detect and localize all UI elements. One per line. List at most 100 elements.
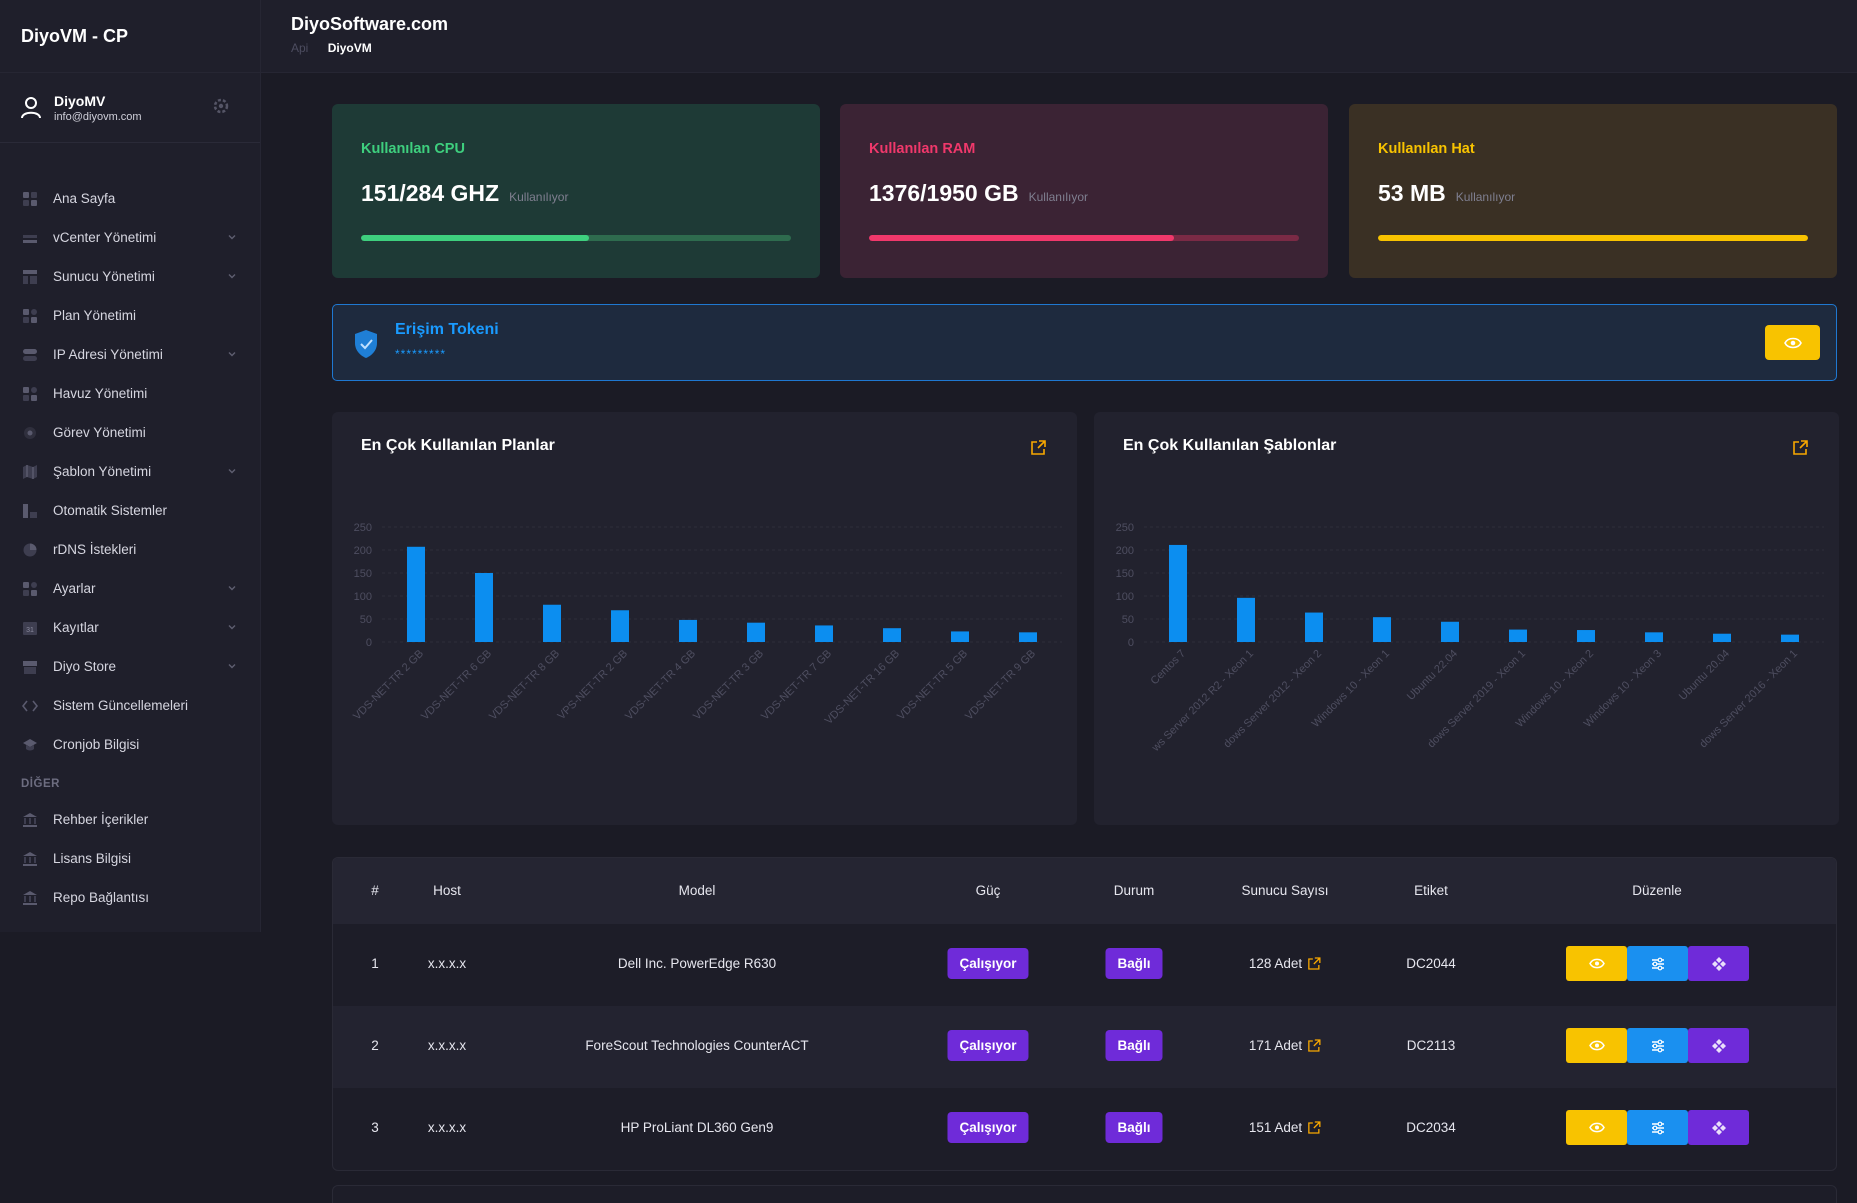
bar-vds-net-tr-2-gb[interactable]	[407, 546, 425, 642]
row-number: 1	[371, 956, 379, 971]
bar-windows-10-xeon-1[interactable]	[1373, 617, 1391, 642]
power-status-badge[interactable]: Çalışıyor	[947, 1030, 1029, 1061]
table-row: 2 x.x.x.x ForeScout Technologies CounterAC…	[333, 1006, 1836, 1088]
sidebar-item-ip-adresi-yonetimi[interactable]: IP Adresi Yönetimi	[0, 335, 260, 374]
hat-progress-bar	[1378, 235, 1808, 241]
col-host: Host	[433, 883, 461, 898]
settings-button[interactable]	[1627, 946, 1688, 981]
calendar-icon: 31	[21, 619, 38, 636]
power-status-badge[interactable]: Çalışıyor	[947, 1112, 1029, 1143]
row-number: 3	[371, 1120, 379, 1135]
sidebar-item-label: IP Adresi Yönetimi	[53, 347, 163, 362]
bar-windows-10-xeon-2[interactable]	[1577, 630, 1595, 642]
move-button[interactable]	[1688, 1110, 1749, 1145]
row-host: x.x.x.x	[427, 1038, 467, 1053]
bar-windows-server-2019-xeon-1[interactable]	[1509, 629, 1527, 642]
breadcrumb-item-api[interactable]: Api	[291, 41, 309, 55]
sidebar-item-sablon-yonetimi[interactable]: Şablon Yönetimi	[0, 452, 260, 491]
power-status-badge[interactable]: Çalışıyor	[947, 948, 1029, 979]
bar-windows-server-2012-xeon-2[interactable]	[1305, 612, 1323, 642]
access-token-panel: Erişim Tokeni *********	[332, 304, 1837, 381]
sidebar-item-lisans-bilgisi[interactable]: Lisans Bilgisi	[0, 839, 260, 878]
bar-ubuntu-22-04[interactable]	[1441, 621, 1459, 642]
bar-vds-net-tr-9-gb[interactable]	[1019, 632, 1037, 642]
table-row: 1 x.x.x.x Dell Inc. PowerEdge R630 Çalışıyo…	[333, 924, 1836, 1006]
cpu-card-title: Kullanılan CPU	[361, 141, 465, 157]
view-button[interactable]	[1566, 946, 1627, 981]
connection-status-badge[interactable]: Bağlı	[1105, 1030, 1163, 1061]
sidebar-item-cronjob-bilgisi[interactable]: Cronjob Bilgisi	[0, 725, 260, 764]
sidebar-item-diyo-store[interactable]: Diyo Store	[0, 647, 260, 686]
move-button[interactable]	[1688, 946, 1749, 981]
store-icon	[21, 658, 38, 675]
bar-vds-net-tr-8-gb[interactable]	[543, 604, 561, 642]
bar-vps-net-tr-2-gb[interactable]	[611, 610, 629, 642]
bar-vds-net-tr-6-gb[interactable]	[475, 573, 493, 642]
sidebar-item-ayarlar[interactable]: Ayarlar	[0, 569, 260, 608]
external-link-icon[interactable]	[1308, 1121, 1321, 1134]
bar-windows-server-2012-r2-xeon-1[interactable]	[1237, 597, 1255, 642]
bar-vds-net-tr-7-gb[interactable]	[815, 625, 833, 642]
sidebar-item-label: Görev Yönetimi	[53, 425, 146, 440]
sidebar-item-plan-yonetimi[interactable]: Plan Yönetimi	[0, 296, 260, 335]
x-tick-label: Ubuntu 22.04	[1405, 648, 1460, 703]
view-button[interactable]	[1566, 1110, 1627, 1145]
section-label-other: DİĞER	[21, 778, 60, 790]
cpu-card-value: 151/284 GHZ Kullanılıyor	[361, 180, 568, 207]
next-panel	[332, 1185, 1837, 1203]
grid-icon	[21, 385, 38, 402]
external-link-icon[interactable]	[1308, 957, 1321, 970]
sidebar-item-gorev-yonetimi[interactable]: Görev Yönetimi	[0, 413, 260, 452]
gear-icon[interactable]	[212, 97, 230, 115]
sidebar-item-sunucu-yonetimi[interactable]: Sunucu Yönetimi	[0, 257, 260, 296]
settings-button[interactable]	[1627, 1028, 1688, 1063]
top-plans-chart-panel: 0 50 100 150 200 250 VDS-NET-TR 2 GB VDS-NET-TR…	[332, 412, 1077, 825]
view-button[interactable]	[1566, 1028, 1627, 1063]
sidebar-item-otomatik-sistemler[interactable]: Otomatik Sistemler	[0, 491, 260, 530]
sidebar-item-ana-sayfa[interactable]: Ana Sayfa	[0, 179, 260, 218]
settings-button[interactable]	[1627, 1110, 1688, 1145]
sidebar-item-sistem-guncellemeleri[interactable]: Sistem Güncellemeleri	[0, 686, 260, 725]
row-tag: DC2044	[1406, 956, 1456, 971]
table-header: # Host Model Güç Durum Sunucu Sayısı Eti…	[333, 858, 1836, 924]
external-link-icon[interactable]	[1308, 1039, 1321, 1052]
bar-windows-server-2016-xeon-1[interactable]	[1781, 634, 1799, 642]
bar-windows-10-xeon-3[interactable]	[1645, 632, 1663, 642]
connection-status-badge[interactable]: Bağlı	[1105, 948, 1163, 979]
sidebar-item-label: Kayıtlar	[53, 620, 99, 635]
row-model: Dell Inc. PowerEdge R630	[617, 956, 777, 971]
sliders-icon	[1651, 957, 1664, 970]
brand-logo[interactable]: DiyoVM - CP	[0, 0, 260, 73]
sidebar-item-repo-baglantisi[interactable]: Repo Bağlantısı	[0, 878, 260, 917]
show-token-button[interactable]	[1765, 325, 1820, 360]
sidebar: DiyoVM - CP DiyoMV info@diyovm.com Ana S…	[0, 0, 261, 932]
bar-centos-7[interactable]	[1169, 544, 1187, 642]
bar-vds-net-tr-3-gb[interactable]	[747, 622, 765, 642]
col-number: #	[371, 883, 379, 898]
chart-icon	[21, 502, 38, 519]
user-profile[interactable]: DiyoMV info@diyovm.com	[0, 73, 260, 143]
token-title: Erişim Tokeni	[395, 321, 499, 338]
chevron-down-icon	[228, 664, 236, 669]
external-link-icon[interactable]	[1792, 439, 1809, 456]
sidebar-item-vcenter-yonetimi[interactable]: vCenter Yönetimi	[0, 218, 260, 257]
sidebar-item-rehber-icerikler[interactable]: Rehber İçerikler	[0, 800, 260, 839]
sidebar-item-rdns-istekleri[interactable]: rDNS İstekleri	[0, 530, 260, 569]
move-button[interactable]	[1688, 1028, 1749, 1063]
connection-status-badge[interactable]: Bağlı	[1105, 1112, 1163, 1143]
sidebar-item-havuz-yonetimi[interactable]: Havuz Yönetimi	[0, 374, 260, 413]
bar-vds-net-tr-5-gb[interactable]	[951, 631, 969, 642]
bar-ubuntu-20-04[interactable]	[1713, 633, 1731, 642]
row-host: x.x.x.x	[427, 1120, 467, 1135]
external-link-icon[interactable]	[1030, 439, 1047, 456]
hat-progress-fill	[1378, 235, 1808, 241]
svg-text:31: 31	[26, 627, 34, 634]
bar-vds-net-tr-4-gb[interactable]	[679, 619, 697, 642]
sidebar-item-label: Şablon Yönetimi	[53, 464, 152, 479]
server-rack-icon	[21, 229, 38, 246]
sidebar-item-kayitlar[interactable]: 31 Kayıtlar	[0, 608, 260, 647]
bar-vds-net-tr-16-gb[interactable]	[883, 628, 901, 642]
y-tick-label: 250	[354, 522, 372, 534]
